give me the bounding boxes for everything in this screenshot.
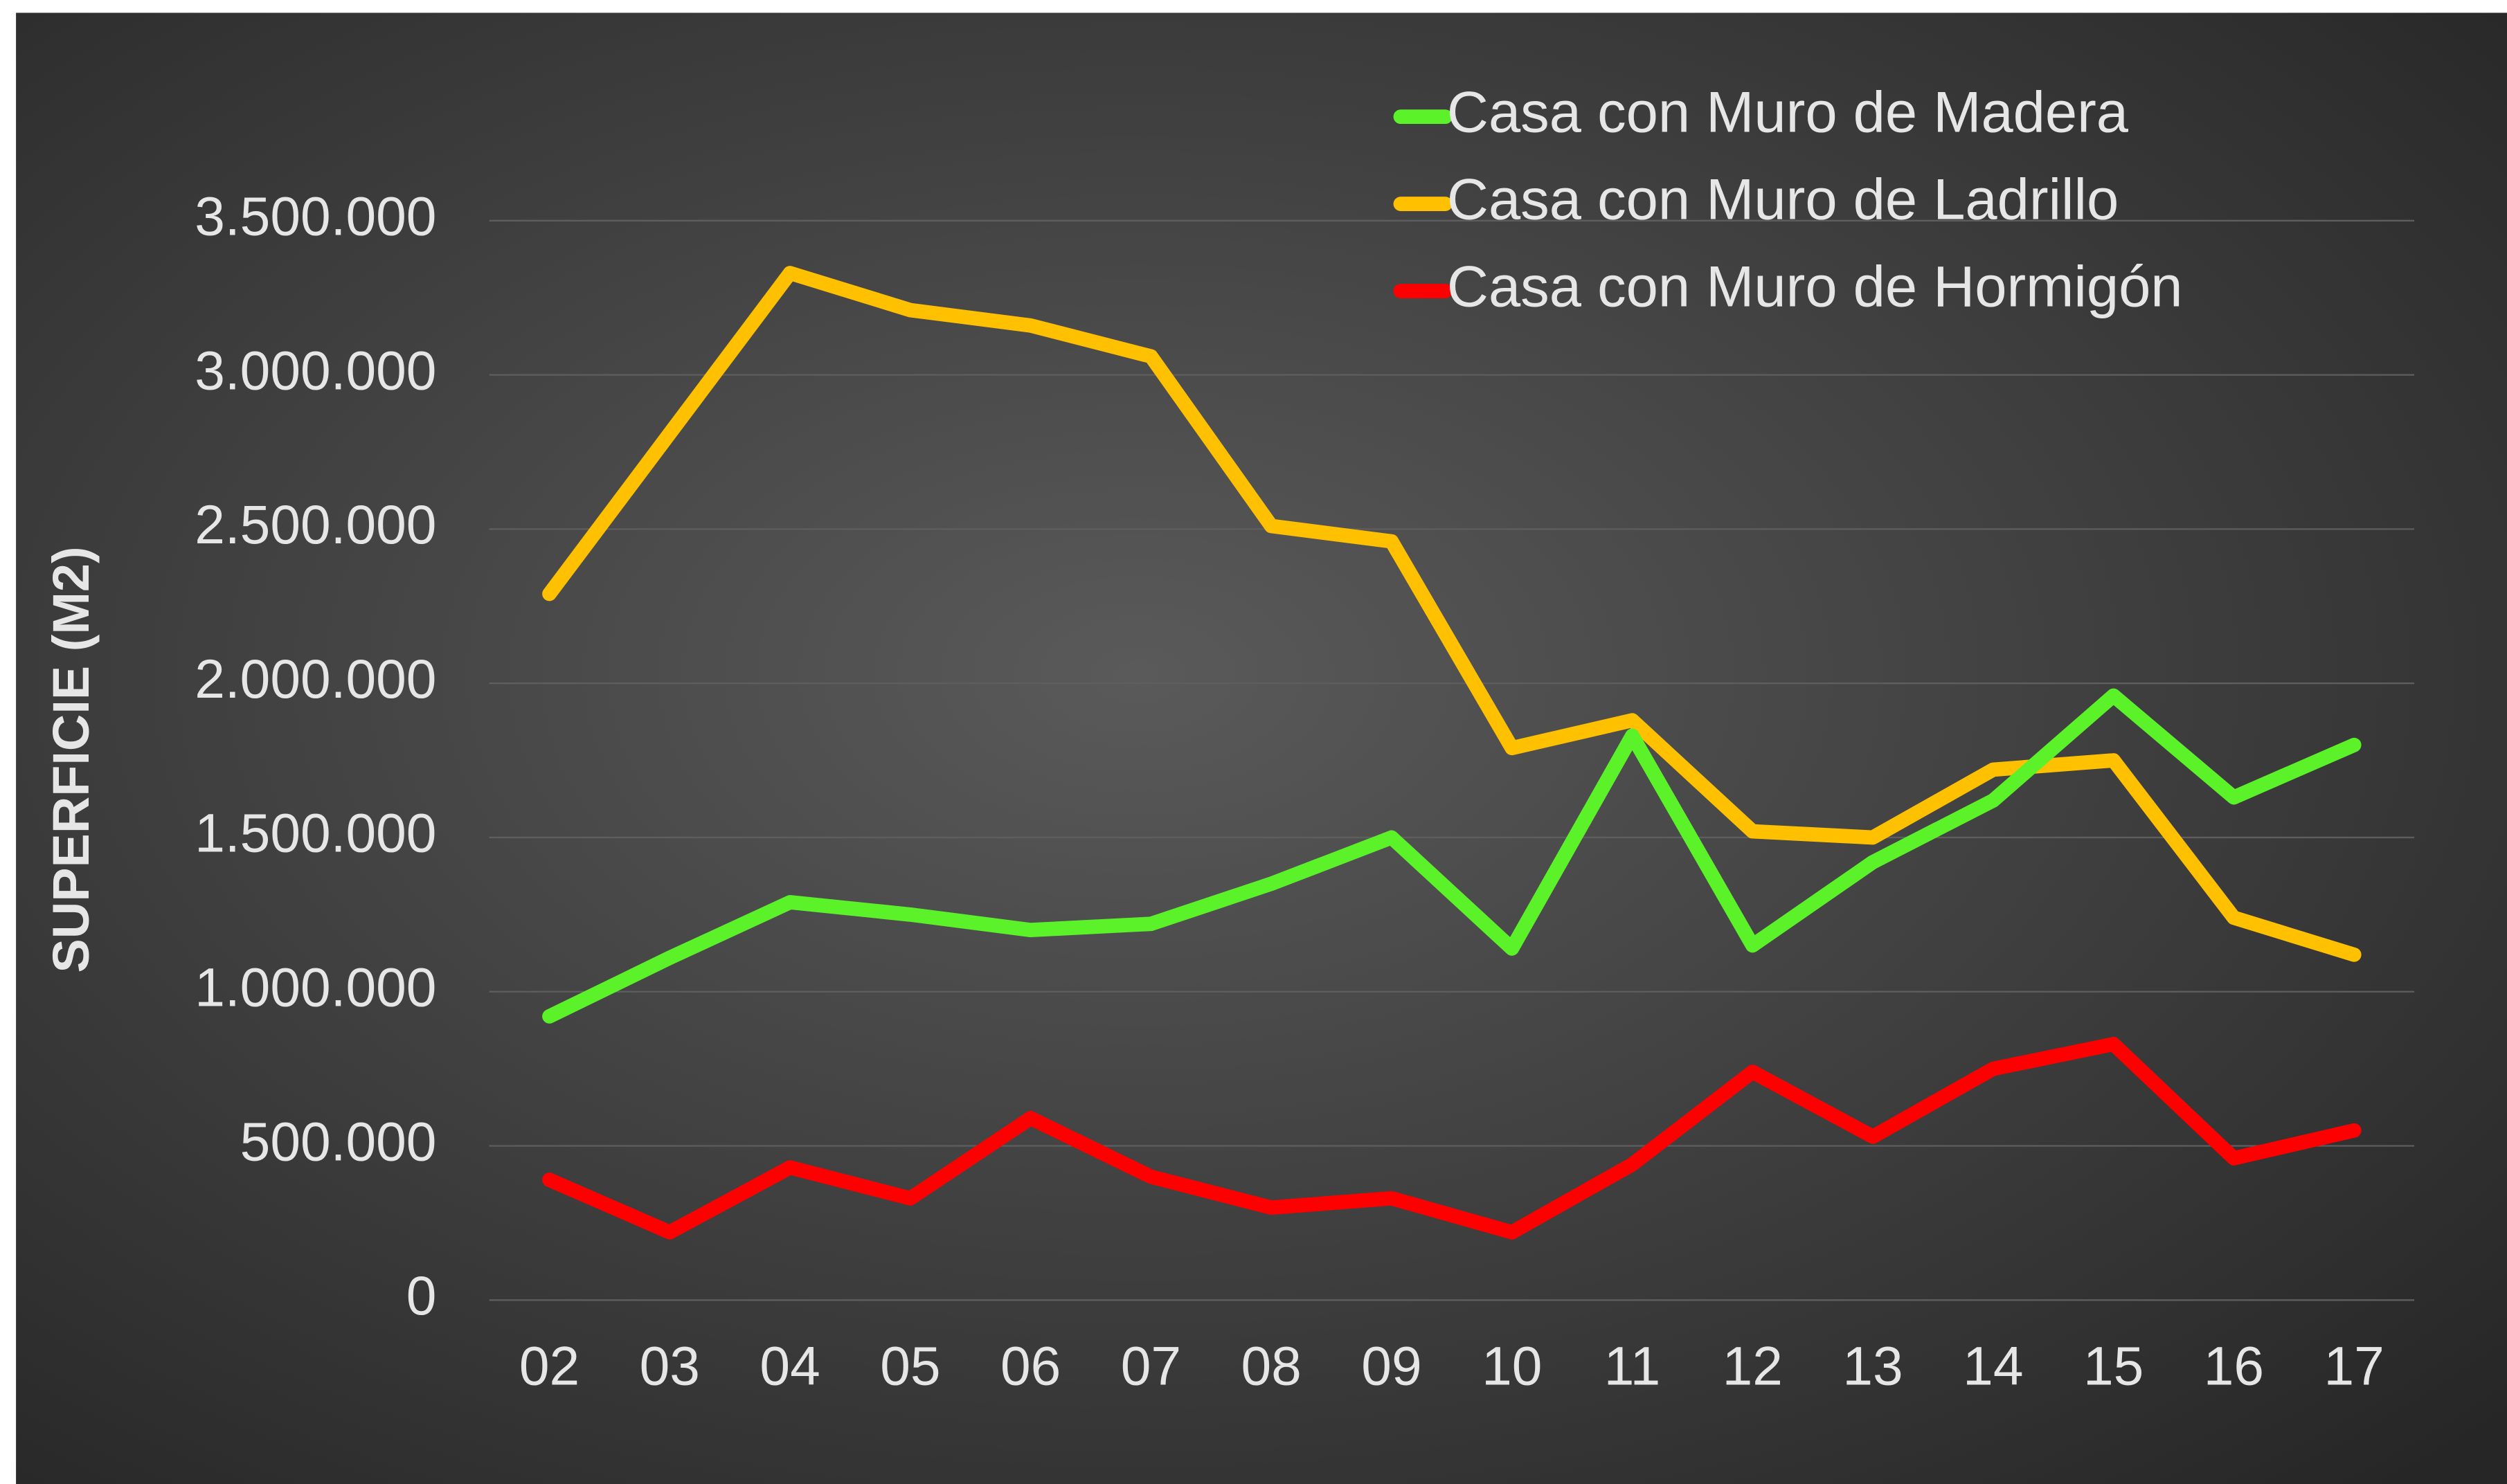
x-tick-label: 14 [1963, 1336, 2023, 1397]
x-tick-label: 04 [760, 1336, 820, 1397]
x-tick-label: 13 [1842, 1336, 1903, 1397]
x-tick-label: 03 [640, 1336, 700, 1397]
y-tick-label: 1.000.000 [195, 957, 436, 1017]
x-tick-label: 08 [1241, 1336, 1302, 1397]
x-tick-label: 02 [519, 1336, 579, 1397]
y-tick-label: 2.500.000 [195, 494, 436, 555]
y-tick-label: 500.000 [240, 1111, 437, 1172]
legend-label: Casa con Muro de Hormigón [1447, 254, 2183, 318]
x-tick-label: 09 [1361, 1336, 1421, 1397]
x-tick-label: 12 [1723, 1336, 1783, 1397]
series-line [542, 688, 2362, 1024]
x-tick-label: 16 [2204, 1336, 2264, 1397]
series-line [542, 266, 2362, 962]
y-tick-label: 2.000.000 [195, 649, 436, 709]
legend-label: Casa con Muro de Ladrillo [1447, 168, 2119, 232]
x-tick-label: 07 [1121, 1336, 1181, 1397]
y-tick-label: 0 [406, 1265, 437, 1326]
x-tick-label: 06 [1000, 1336, 1061, 1397]
x-tick-label: 05 [880, 1336, 940, 1397]
x-tick-label: 15 [2083, 1336, 2144, 1397]
y-tick-label: 3.000.000 [195, 340, 436, 401]
y-tick-label: 1.500.000 [195, 803, 436, 864]
series-line [542, 1037, 2362, 1240]
y-axis-label: SUPERFICIE (M2) [42, 546, 100, 972]
x-tick-label: 17 [2324, 1336, 2384, 1397]
background [16, 12, 2507, 1484]
x-tick-label: 10 [1482, 1336, 1542, 1397]
y-tick-label: 3.500.000 [195, 186, 436, 247]
x-tick-label: 11 [1604, 1336, 1660, 1397]
legend-label: Casa con Muro de Madera [1447, 80, 2129, 145]
